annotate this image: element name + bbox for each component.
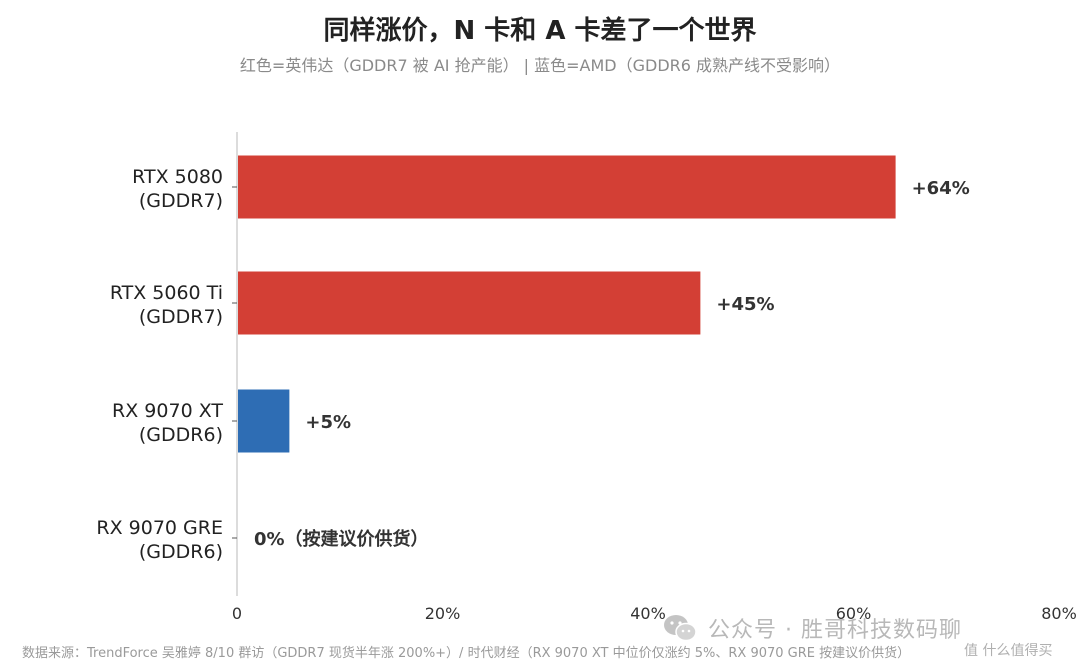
category-sublabel: (GDDR6) [139, 424, 223, 446]
category-sublabel: (GDDR7) [139, 190, 223, 212]
wechat-icon [664, 615, 697, 642]
chart-title: 同样涨价，N 卡和 A 卡差了一个世界 [323, 16, 757, 46]
category-label: RX 9070 GRE [96, 517, 223, 539]
source-footnote: 数据来源：TrendForce 吴雅婷 8/10 群访（GDDR7 现货半年涨 … [22, 646, 911, 661]
x-tick-label: 80% [1041, 604, 1077, 623]
x-tick-label: 20% [425, 604, 461, 623]
category-label: RTX 5060 Ti [110, 282, 223, 304]
chart-subtitle: 红色=英伟达（GDDR7 被 AI 抢产能） | 蓝色=AMD（GDDR6 成熟… [239, 56, 841, 75]
watermark-badge: 值 什么值得买 [964, 643, 1053, 659]
bar [238, 271, 701, 335]
category-label: RX 9070 XT [112, 400, 223, 422]
x-tick-label: 60% [836, 604, 872, 623]
bar [238, 155, 896, 219]
watermark: 公众号 · 胜哥科技数码聊 [662, 612, 962, 644]
bar [238, 389, 290, 453]
category-sublabel: (GDDR6) [139, 541, 223, 563]
category-sublabel: (GDDR7) [139, 306, 223, 328]
data-label: +64% [912, 178, 970, 199]
watermark-text: 公众号 · 胜哥科技数码聊 [708, 618, 962, 643]
data-label: +5% [305, 412, 351, 433]
category-label: RTX 5080 [132, 166, 223, 188]
x-tick-label: 40% [630, 604, 666, 623]
data-label: 0%（按建议价供货） [254, 528, 429, 550]
x-tick-label: 0 [232, 604, 242, 623]
data-label: +45% [716, 294, 774, 315]
